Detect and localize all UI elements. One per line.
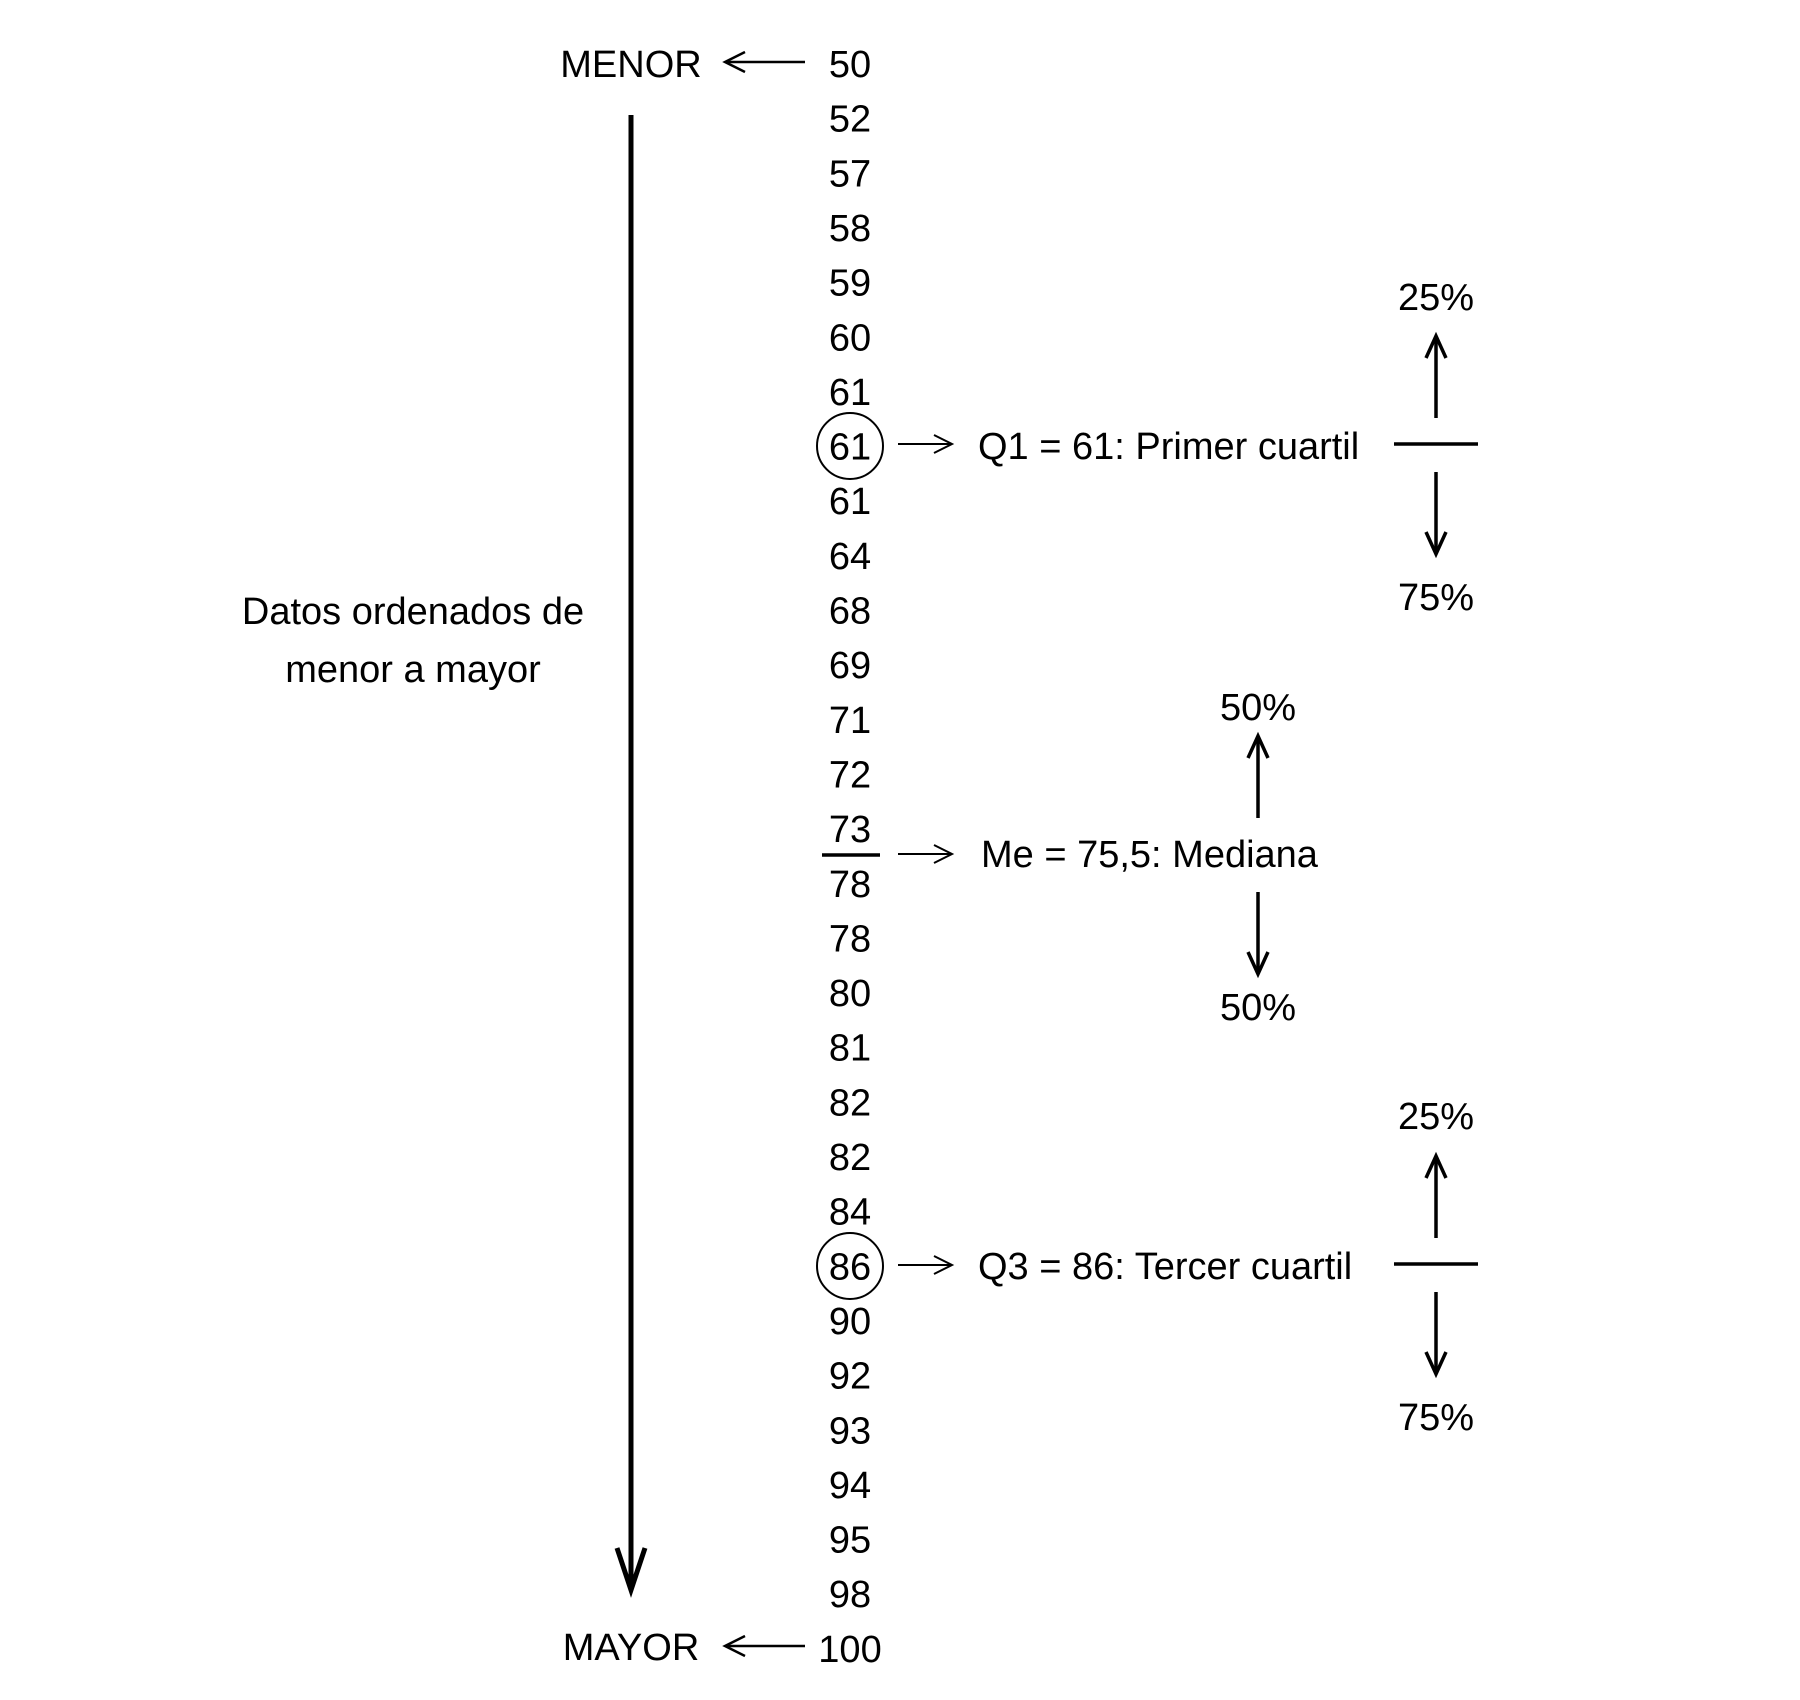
value-item: 73 (829, 809, 871, 851)
q3-value-circle (816, 1232, 884, 1300)
mayor-label: MAYOR (563, 1627, 700, 1669)
menor-label: MENOR (560, 44, 701, 86)
median-split-indicator (1246, 731, 1270, 979)
value-item: 71 (829, 700, 871, 742)
mayor-arrow (722, 1634, 805, 1658)
q1-split-indicator (1394, 331, 1478, 559)
value-item: 72 (829, 754, 871, 796)
median-annotation: Me = 75,5: Mediana (981, 834, 1319, 876)
q3-annotation: Q3 = 86: Tercer cuartil (978, 1246, 1352, 1288)
q3-below-percent: 75% (1398, 1397, 1474, 1439)
q1-value-circle (816, 412, 884, 480)
value-item: 61 (829, 372, 871, 414)
value-item: 78 (829, 918, 871, 960)
value-item: 90 (829, 1301, 871, 1343)
q1-above-percent: 25% (1398, 277, 1474, 319)
value-item: 59 (829, 263, 871, 305)
value-item: 95 (829, 1520, 871, 1562)
value-item: 61 (829, 427, 871, 469)
value-item: 81 (829, 1028, 871, 1070)
value-item: 58 (829, 208, 871, 250)
value-item: 100 (818, 1629, 881, 1671)
q1-pointer-arrow (898, 434, 955, 454)
q3-split-indicator (1394, 1151, 1478, 1379)
description-line-1: Datos ordenados de (242, 591, 584, 633)
order-arrow (614, 115, 648, 1598)
value-item: 57 (829, 153, 871, 195)
value-item: 68 (829, 591, 871, 633)
value-item: 80 (829, 973, 871, 1015)
description-line-2: menor a mayor (285, 649, 541, 691)
value-item: 61 (829, 481, 871, 523)
value-item: 94 (829, 1465, 871, 1507)
value-item: 50 (829, 44, 871, 86)
value-item: 86 (829, 1246, 871, 1288)
value-item: 64 (829, 536, 871, 578)
sorted-values-column: 50 52 57 58 59 60 61 61 61 64 68 69 71 72 73 78 78 80 81 82… (818, 44, 881, 1671)
value-item: 78 (829, 864, 871, 906)
median-above-percent: 50% (1220, 687, 1296, 729)
q3-above-percent: 25% (1398, 1096, 1474, 1138)
value-item: 60 (829, 317, 871, 359)
median-pointer-arrow (898, 844, 955, 864)
q1-annotation: Q1 = 61: Primer cuartil (978, 426, 1359, 468)
value-item: 84 (829, 1192, 871, 1234)
q1-below-percent: 75% (1398, 577, 1474, 619)
value-item: 69 (829, 645, 871, 687)
value-item: 52 (829, 99, 871, 141)
value-item: 93 (829, 1410, 871, 1452)
q3-pointer-arrow (898, 1255, 955, 1275)
median-below-percent: 50% (1220, 987, 1296, 1029)
value-item: 92 (829, 1356, 871, 1398)
menor-arrow (722, 50, 805, 74)
value-item: 82 (829, 1082, 871, 1124)
value-item: 82 (829, 1137, 871, 1179)
value-item: 98 (829, 1574, 871, 1616)
